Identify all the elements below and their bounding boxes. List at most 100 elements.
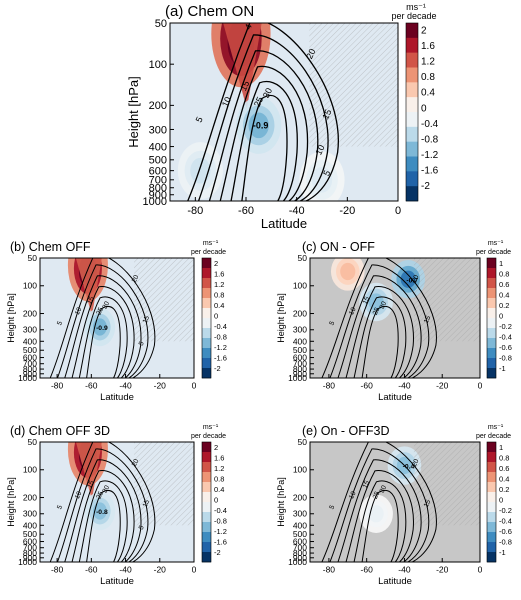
y-tick-label: 1000 <box>18 373 37 383</box>
colorbar-tick-label: 0.4 <box>499 291 509 300</box>
contour-label: 15 <box>86 295 96 305</box>
y-tick-label: 700 <box>293 543 307 553</box>
colorbar-tick-label: -0.4 <box>214 322 227 331</box>
colorbar-frame <box>486 257 497 379</box>
colorbar-segment <box>487 502 496 513</box>
y-tick-label: 300 <box>23 509 37 519</box>
contour-label: 20 <box>304 47 317 60</box>
colorbar-segment <box>406 82 418 98</box>
colorbar-unit: per decade <box>191 249 226 256</box>
contour-line <box>219 65 309 201</box>
colorbar-segment <box>202 258 211 269</box>
colorbar-unit: ms⁻¹ <box>488 240 504 247</box>
contour-line <box>353 296 407 378</box>
colorbar-tick-label: 1.2 <box>421 57 435 68</box>
y-axis-label: Height [hPa] <box>6 293 16 343</box>
y-tick-label: 500 <box>149 155 167 167</box>
colorbar-segment <box>487 278 496 289</box>
colorbar-tick-label: 0.2 <box>499 301 509 310</box>
contour-label: -0.8 <box>96 509 108 516</box>
anomaly-shading <box>311 166 333 193</box>
contour-label: 15 <box>423 499 433 509</box>
colorbar-segment <box>202 298 211 309</box>
colorbar-tick-label: -0.4 <box>499 517 512 526</box>
colorbar-tick-label: -0.6 <box>499 343 512 352</box>
colorbar-segment <box>406 126 418 142</box>
y-tick-label: 100 <box>149 59 167 71</box>
y-tick-label: 1000 <box>143 196 167 208</box>
colorbar-tick-label: 1.6 <box>421 41 435 52</box>
contour-line <box>71 286 135 378</box>
contour-label: 5 <box>194 115 205 124</box>
y-tick-label: 700 <box>149 175 167 187</box>
colorbar-segment <box>202 502 211 513</box>
contour-label: 30 <box>102 484 112 494</box>
colorbar-tick-label: 0.4 <box>214 301 224 310</box>
colorbar-segment <box>487 442 496 453</box>
contour-label: 25 <box>95 306 105 316</box>
colorbar-frame <box>405 22 419 202</box>
contour-label: -0.9 <box>96 325 108 332</box>
colorbar-segment <box>487 298 496 309</box>
x-tick-label: -20 <box>154 565 167 575</box>
contour-line <box>86 306 121 378</box>
colorbar-segment <box>487 532 496 543</box>
y-tick-label: 700 <box>293 359 307 369</box>
colorbar-tick-label: -1.2 <box>214 527 227 536</box>
colorbar-frame <box>201 257 212 379</box>
colorbar-tick-label: 1.2 <box>214 280 224 289</box>
x-axis-label: Latitude <box>100 576 134 587</box>
contour-label: 30 <box>261 86 274 99</box>
contour-line <box>241 94 288 201</box>
contour-label: 20 <box>131 274 141 284</box>
panel-title: (d) Chem OFF 3D <box>10 424 110 438</box>
x-tick-label: -40 <box>119 565 132 575</box>
colorbar-tick-label: -1.2 <box>214 343 227 352</box>
contour-line <box>64 459 142 562</box>
contour-label: 4 <box>243 22 254 31</box>
colorbar-segment <box>202 532 211 543</box>
colorbar-segment <box>406 37 418 53</box>
y-axis-label: Height [hPa] <box>276 477 286 527</box>
y-tick-label: 200 <box>149 100 167 112</box>
colorbar-segment <box>202 452 211 463</box>
colorbar-tick-label: -1.2 <box>421 150 439 161</box>
y-tick-label: 200 <box>23 493 37 503</box>
x-tick-label: -80 <box>187 205 203 217</box>
plot-frame <box>169 22 399 202</box>
y-tick-label: 300 <box>149 124 167 136</box>
y-tick-label: 50 <box>298 253 308 263</box>
colorbar-tick-label: -1.6 <box>421 166 439 177</box>
colorbar-tick-label: -2 <box>421 181 430 192</box>
colorbar-segment <box>202 492 211 503</box>
colorbar-unit: ms⁻¹ <box>203 240 219 247</box>
x-tick-label: -40 <box>119 381 132 391</box>
colorbar-unit: per decade <box>476 249 511 256</box>
y-tick-label: 400 <box>293 336 307 346</box>
y-tick-label: 200 <box>23 309 37 319</box>
colorbar-unit: ms⁻¹ <box>203 424 219 431</box>
y-tick-label: 100 <box>23 465 37 475</box>
contour-label: 10 <box>220 95 233 108</box>
colorbar-segment <box>202 522 211 533</box>
panel-title: (a) Chem ON <box>165 3 254 20</box>
contour-label: 5 <box>321 169 332 178</box>
contour-label: 20 <box>411 458 421 468</box>
colorbar-tick-label: -1.6 <box>214 354 227 363</box>
contour-line <box>78 480 128 562</box>
colorbar-tick-label: 0 <box>421 103 427 114</box>
colorbar-tick-label: -0.2 <box>499 322 512 331</box>
y-tick-label: 400 <box>23 336 37 346</box>
x-tick-label: 0 <box>192 565 197 575</box>
colorbar-tick-label: 2 <box>421 25 427 36</box>
colorbar-segment <box>202 472 211 483</box>
colorbar-segment <box>406 156 418 172</box>
y-tick-label: 600 <box>293 537 307 547</box>
colorbar-frame <box>201 441 212 563</box>
colorbar-tick-label: 1.6 <box>214 270 224 279</box>
